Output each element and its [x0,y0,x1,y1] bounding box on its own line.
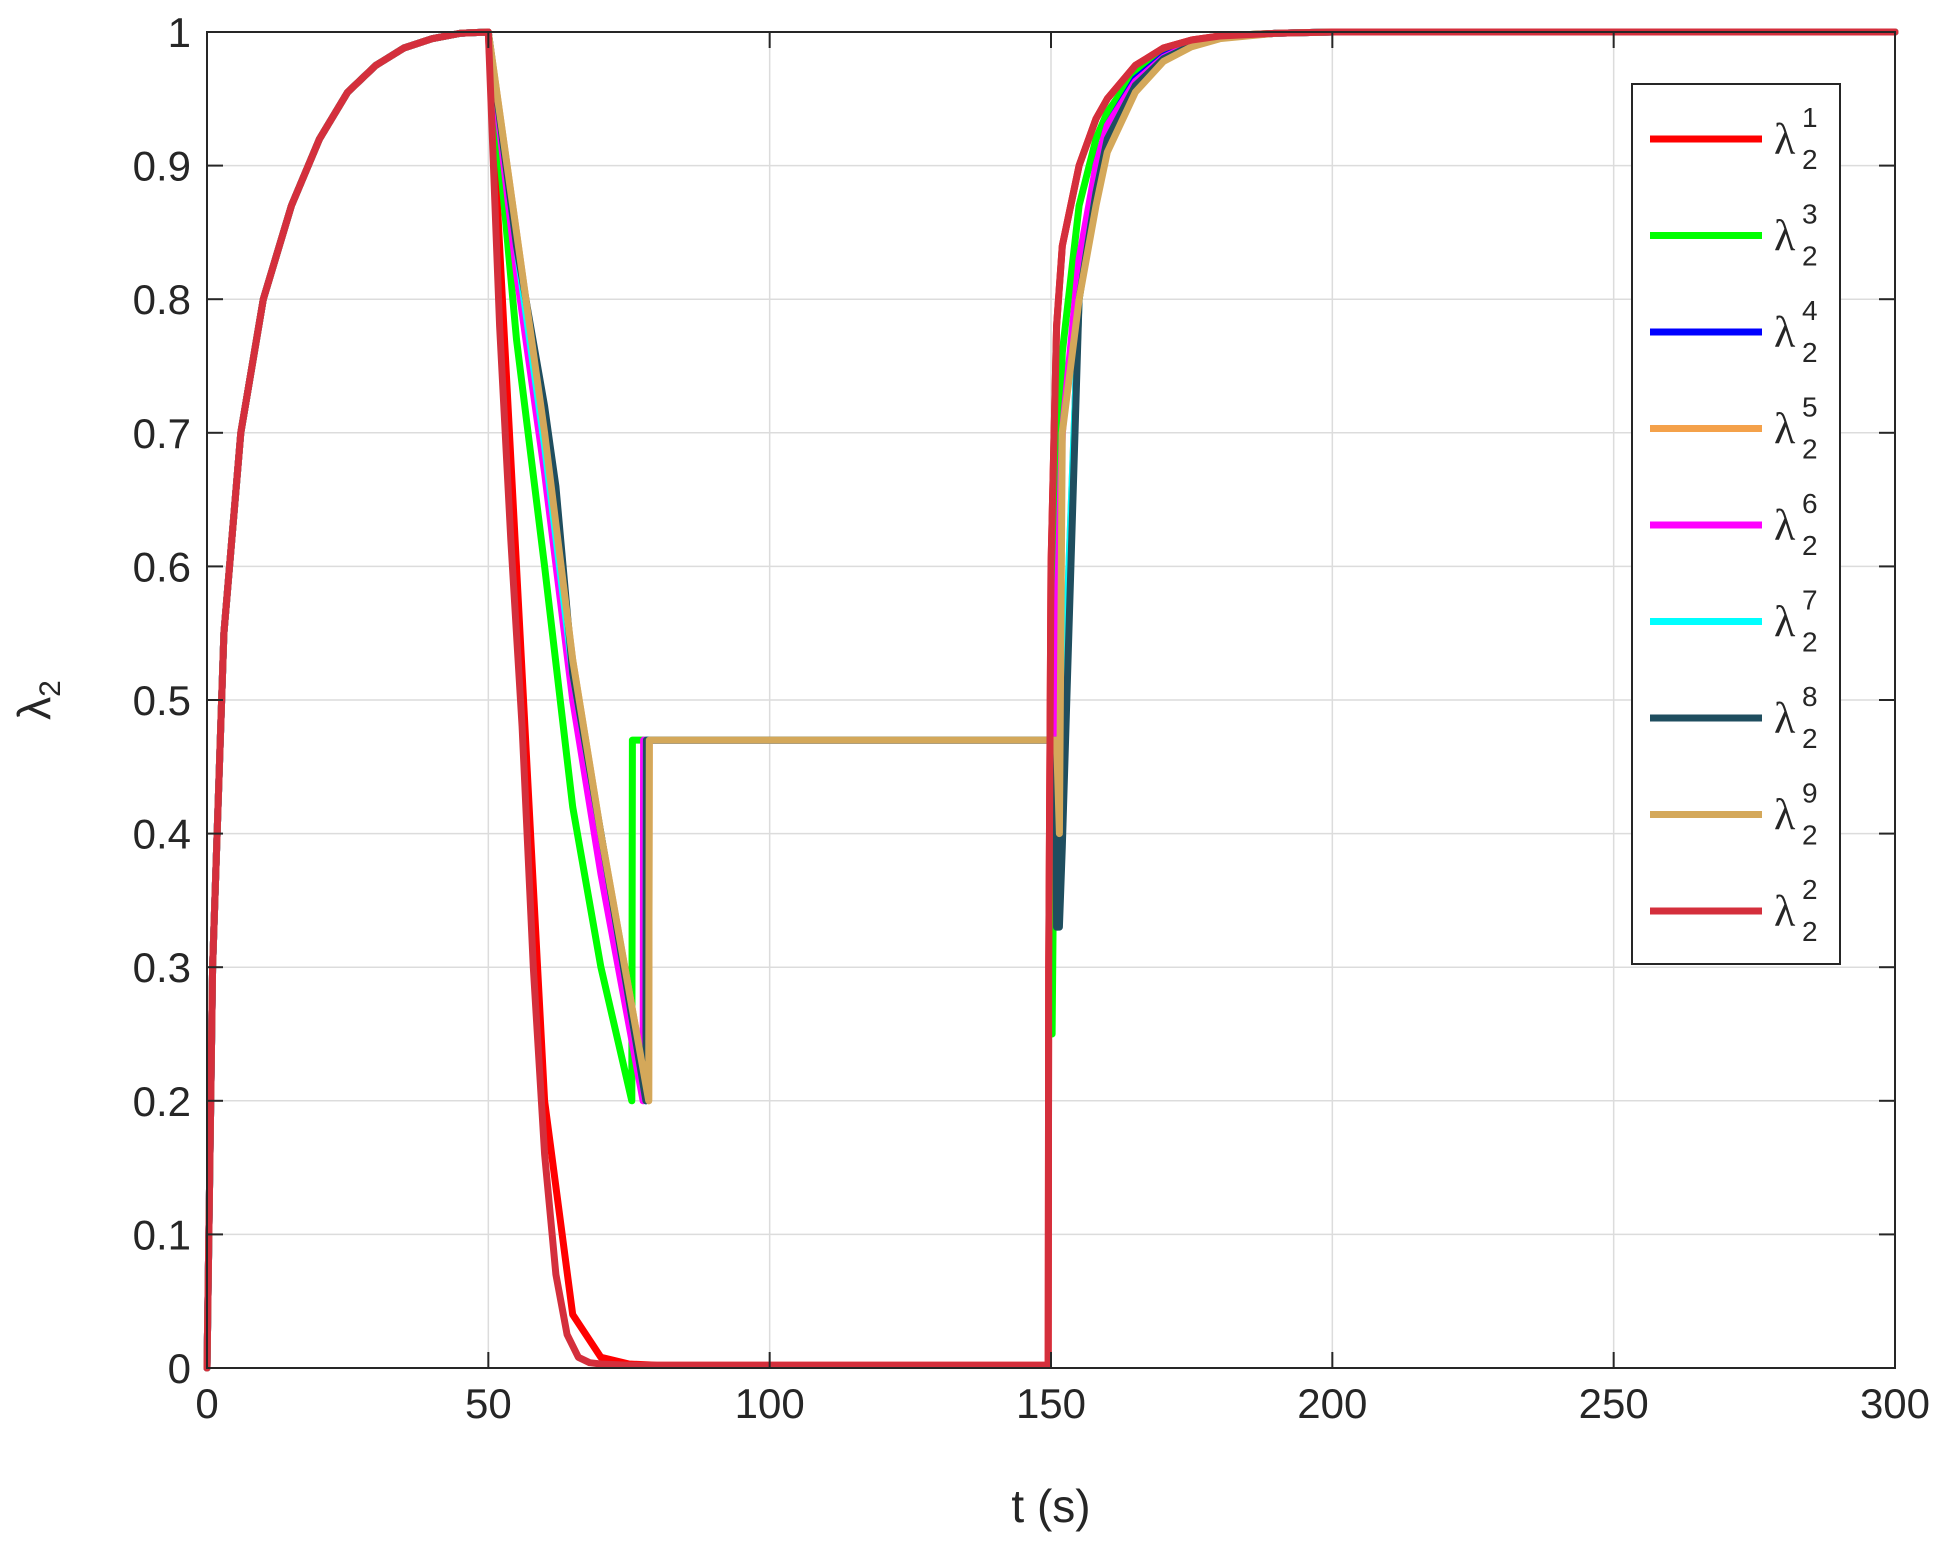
y-tick-label: 0 [168,1345,191,1392]
legend-label-base: λ [1774,405,1796,454]
legend-label-base: λ [1774,115,1796,164]
x-tick-label: 100 [735,1380,805,1427]
legend-label-superscript: 2 [1802,874,1818,905]
legend-label-superscript: 8 [1802,681,1818,712]
legend-label-subscript: 2 [1802,530,1818,561]
y-tick-label: 0.9 [133,143,191,190]
series-line-lambda-2-2 [203,28,1899,1372]
legend-label-base: λ [1774,212,1796,261]
legend-label-base: λ [1774,308,1796,357]
legend-label-superscript: 9 [1802,778,1818,809]
legend-label-base: λ [1774,887,1796,936]
legend: λ 12λ 32λ 42λ 52λ 62λ 72λ 82λ 92λ 22 [1631,83,1841,965]
y-tick-label: 0.6 [133,543,191,590]
legend-label-subscript: 2 [1802,820,1818,851]
legend-label-subscript: 2 [1802,434,1818,465]
legend-label-superscript: 7 [1802,585,1818,616]
legend-label-base: λ [1774,598,1796,647]
legend-label-base: λ [1774,501,1796,550]
legend-label-superscript: 5 [1802,392,1818,423]
legend-label-subscript: 2 [1802,337,1818,368]
y-tick-label: 0.8 [133,276,191,323]
legend-label-superscript: 3 [1802,199,1818,230]
y-tick-label: 0.4 [133,811,191,858]
x-tick-label: 300 [1860,1380,1930,1427]
x-tick-label: 50 [465,1380,512,1427]
series-group [203,28,1899,1372]
legend-label-subscript: 2 [1802,916,1818,947]
legend-label-superscript: 1 [1802,102,1818,133]
y-tick-label: 0.5 [133,677,191,724]
legend-label-superscript: 4 [1802,295,1818,326]
x-tick-label: 250 [1579,1380,1649,1427]
axis-ticks: 0 50 100 150 200 250 300 0 0.1 0.2 0.3 0.4 0.5 0.6 0.7… [133,9,1930,1427]
y-axis-title-subscript: 2 [34,680,67,697]
x-tick-label: 200 [1297,1380,1367,1427]
y-tick-label: 0.1 [133,1211,191,1258]
y-tick-label: 0.7 [133,410,191,457]
legend-label-subscript: 2 [1802,723,1818,754]
y-tick-label: 1 [168,9,191,56]
legend-label-base: λ [1774,694,1796,743]
y-axis-title: λ2 [8,680,67,720]
legend-label-subscript: 2 [1802,241,1818,272]
x-tick-label: 150 [1016,1380,1086,1427]
legend-label-subscript: 2 [1802,144,1818,175]
x-axis-title: t (s) [1011,1480,1090,1532]
y-tick-label: 0.3 [133,944,191,991]
legend-label-base: λ [1774,791,1796,840]
y-axis-title-base: λ [8,697,60,720]
y-tick-label: 0.2 [133,1078,191,1125]
legend-label-subscript: 2 [1802,627,1818,658]
x-tick-label: 0 [195,1380,218,1427]
legend-label-superscript: 6 [1802,488,1818,519]
